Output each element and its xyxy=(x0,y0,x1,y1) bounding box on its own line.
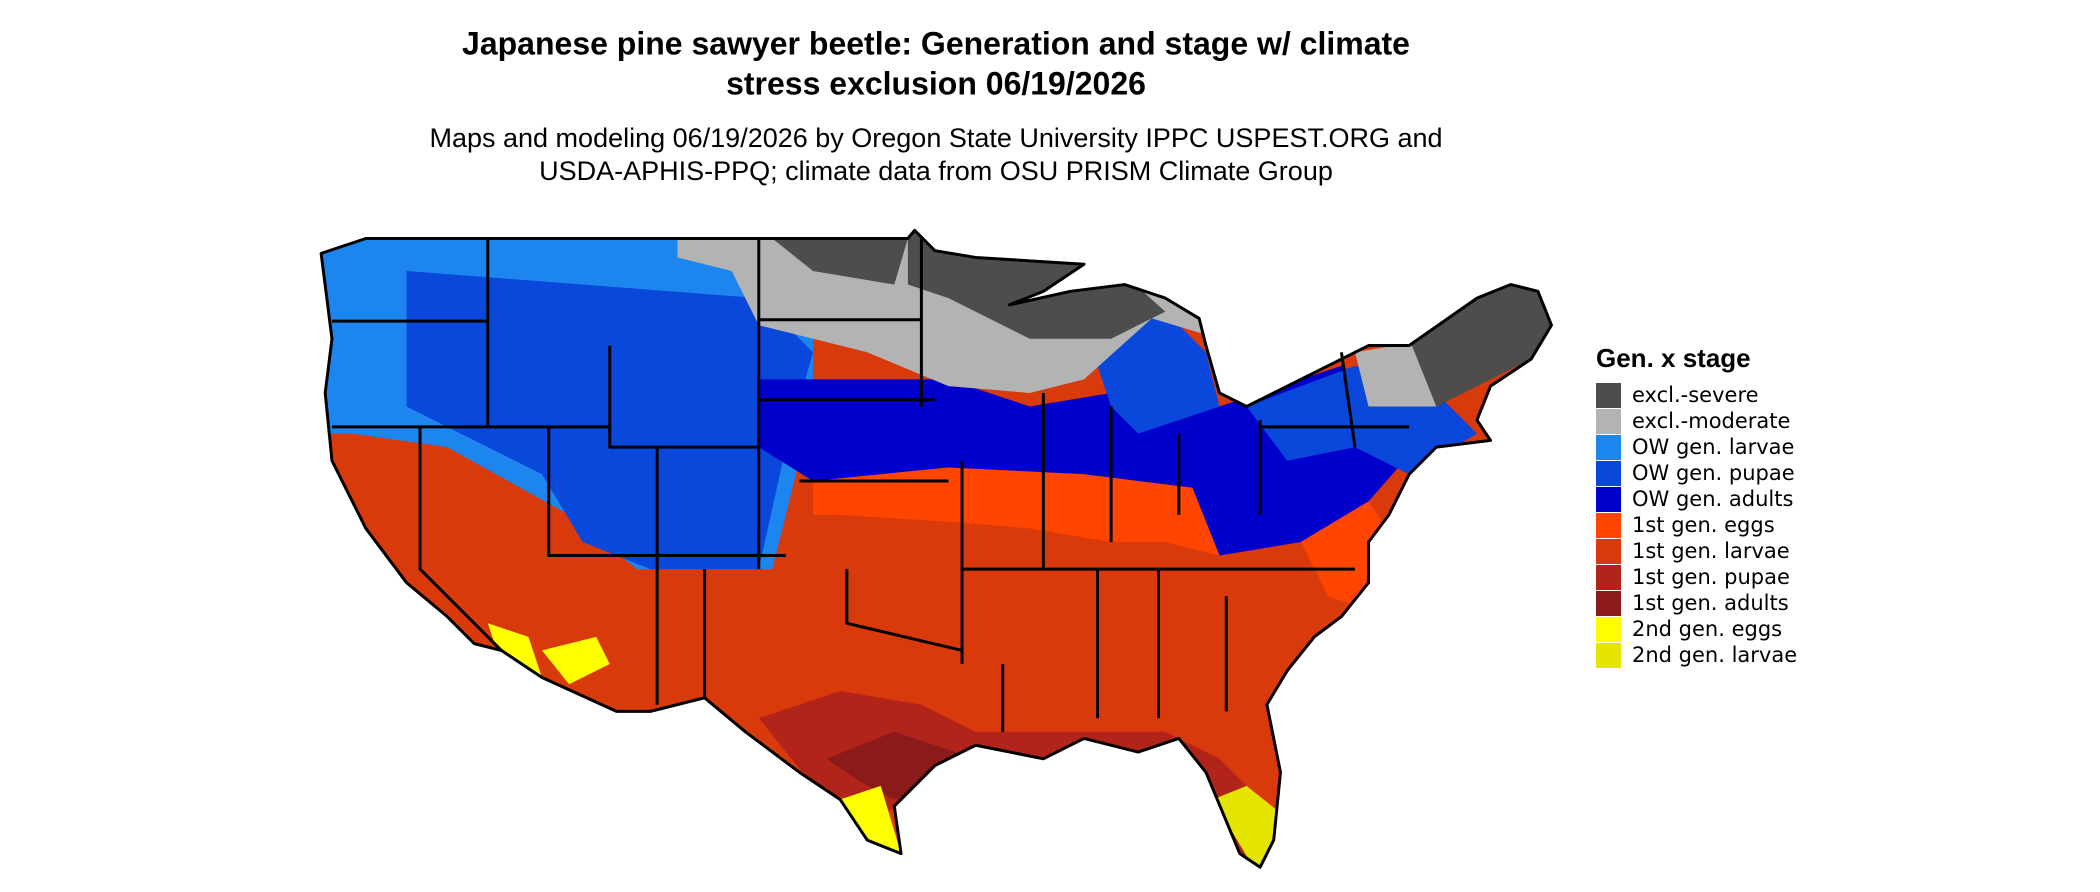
country-border xyxy=(319,228,1553,869)
legend-label: 2nd gen. eggs xyxy=(1632,617,1782,641)
legend-label: OW gen. pupae xyxy=(1632,461,1795,485)
legend-label: OW gen. adults xyxy=(1632,487,1793,511)
region xyxy=(542,636,610,685)
state-borders xyxy=(331,238,1410,732)
region xyxy=(840,785,902,854)
map xyxy=(319,228,1553,869)
legend-swatch xyxy=(1596,617,1621,642)
subtitle-line: Maps and modeling 06/19/2026 by Oregon S… xyxy=(429,123,1442,153)
legend-swatch xyxy=(1596,591,1621,616)
title-line: stress exclusion 06/19/2026 xyxy=(726,65,1146,101)
legend-label: 2nd gen. larvae xyxy=(1632,643,1797,667)
legend-label: excl.-moderate xyxy=(1632,409,1790,433)
legend-swatch xyxy=(1596,643,1621,668)
legend-swatch xyxy=(1596,461,1621,486)
subtitle-line: USDA-APHIS-PPQ; climate data from OSU PR… xyxy=(539,156,1333,186)
legend-label: OW gen. larvae xyxy=(1632,435,1794,459)
legend-swatch xyxy=(1596,565,1621,590)
legend-swatch xyxy=(1596,487,1621,512)
legend-swatch xyxy=(1596,383,1621,408)
region xyxy=(1409,271,1552,407)
legend-swatch xyxy=(1596,435,1621,460)
region xyxy=(1212,785,1281,868)
legend-label: 1st gen. adults xyxy=(1632,591,1789,615)
region xyxy=(813,467,1220,556)
legend-label: 1st gen. eggs xyxy=(1632,513,1775,537)
title-line: Japanese pine sawyer beetle: Generation … xyxy=(462,25,1410,61)
legend-label: excl.-severe xyxy=(1632,383,1759,407)
legend-swatch xyxy=(1596,539,1621,564)
legend-swatch xyxy=(1596,513,1621,538)
legend-title: Gen. x stage xyxy=(1596,343,1751,373)
legend-label: 1st gen. pupae xyxy=(1632,565,1790,589)
legend-label: 1st gen. larvae xyxy=(1632,539,1790,563)
region xyxy=(772,238,908,285)
legend-swatch xyxy=(1596,409,1621,434)
